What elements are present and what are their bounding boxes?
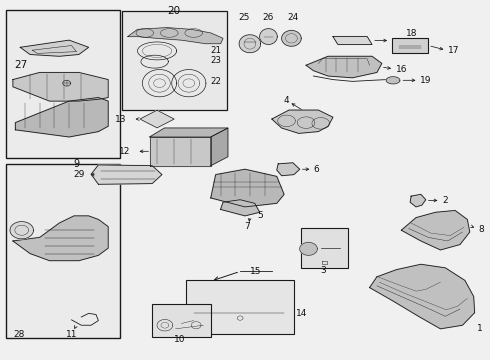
Text: 26: 26 bbox=[263, 13, 274, 22]
Text: 3: 3 bbox=[320, 266, 326, 275]
Text: 8: 8 bbox=[479, 225, 484, 234]
Text: 1: 1 bbox=[477, 324, 483, 333]
Text: 2: 2 bbox=[442, 196, 447, 205]
Bar bbox=[5, 164, 121, 338]
Polygon shape bbox=[282, 31, 301, 46]
Text: 25: 25 bbox=[238, 13, 250, 22]
Text: 18: 18 bbox=[406, 29, 418, 38]
Polygon shape bbox=[220, 200, 260, 216]
Polygon shape bbox=[211, 128, 228, 166]
Bar bbox=[392, 39, 428, 53]
Polygon shape bbox=[306, 56, 382, 78]
Bar bbox=[122, 12, 227, 110]
Text: 19: 19 bbox=[420, 76, 431, 85]
Polygon shape bbox=[277, 163, 300, 176]
Polygon shape bbox=[91, 165, 162, 184]
Text: 29: 29 bbox=[74, 170, 85, 179]
Text: 21: 21 bbox=[211, 46, 222, 55]
Text: 22: 22 bbox=[211, 77, 222, 86]
Text: 17: 17 bbox=[448, 46, 459, 55]
Text: 27: 27 bbox=[14, 60, 27, 70]
Text: 6: 6 bbox=[314, 165, 319, 174]
Text: 4: 4 bbox=[284, 96, 289, 105]
Polygon shape bbox=[140, 110, 174, 128]
Polygon shape bbox=[300, 242, 318, 255]
Text: 12: 12 bbox=[119, 147, 130, 156]
Text: 7: 7 bbox=[245, 222, 250, 231]
Text: 20: 20 bbox=[168, 6, 181, 17]
Polygon shape bbox=[386, 77, 400, 84]
Bar bbox=[301, 228, 347, 268]
Polygon shape bbox=[410, 194, 426, 207]
Polygon shape bbox=[239, 35, 261, 53]
Polygon shape bbox=[15, 98, 108, 137]
Text: 14: 14 bbox=[296, 309, 308, 318]
Text: 16: 16 bbox=[395, 65, 407, 74]
Bar bbox=[152, 305, 211, 337]
Polygon shape bbox=[128, 28, 223, 44]
Polygon shape bbox=[401, 211, 470, 250]
Bar bbox=[5, 10, 121, 158]
Polygon shape bbox=[10, 222, 33, 239]
Text: 9: 9 bbox=[73, 159, 79, 169]
Text: 11: 11 bbox=[66, 330, 77, 339]
Polygon shape bbox=[272, 110, 333, 134]
Polygon shape bbox=[150, 137, 211, 166]
Text: 28: 28 bbox=[13, 330, 24, 339]
Bar bbox=[186, 280, 294, 334]
Polygon shape bbox=[13, 216, 108, 261]
Text: 23: 23 bbox=[211, 57, 222, 66]
Text: 13: 13 bbox=[115, 114, 127, 123]
Polygon shape bbox=[150, 128, 228, 137]
Polygon shape bbox=[260, 29, 277, 44]
Text: 15: 15 bbox=[250, 267, 261, 276]
Polygon shape bbox=[333, 37, 372, 44]
Polygon shape bbox=[369, 264, 475, 329]
Polygon shape bbox=[211, 169, 284, 207]
Text: 24: 24 bbox=[287, 13, 298, 22]
Polygon shape bbox=[13, 72, 108, 101]
Text: 10: 10 bbox=[174, 335, 186, 344]
Polygon shape bbox=[20, 40, 89, 56]
Text: 5: 5 bbox=[257, 211, 263, 220]
